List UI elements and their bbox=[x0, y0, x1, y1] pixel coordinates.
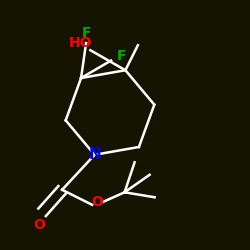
Text: O: O bbox=[91, 195, 103, 209]
Text: F: F bbox=[81, 26, 91, 40]
Text: HO: HO bbox=[69, 36, 92, 50]
Text: O: O bbox=[34, 218, 46, 232]
Text: N: N bbox=[88, 147, 101, 162]
Text: F: F bbox=[116, 48, 126, 62]
